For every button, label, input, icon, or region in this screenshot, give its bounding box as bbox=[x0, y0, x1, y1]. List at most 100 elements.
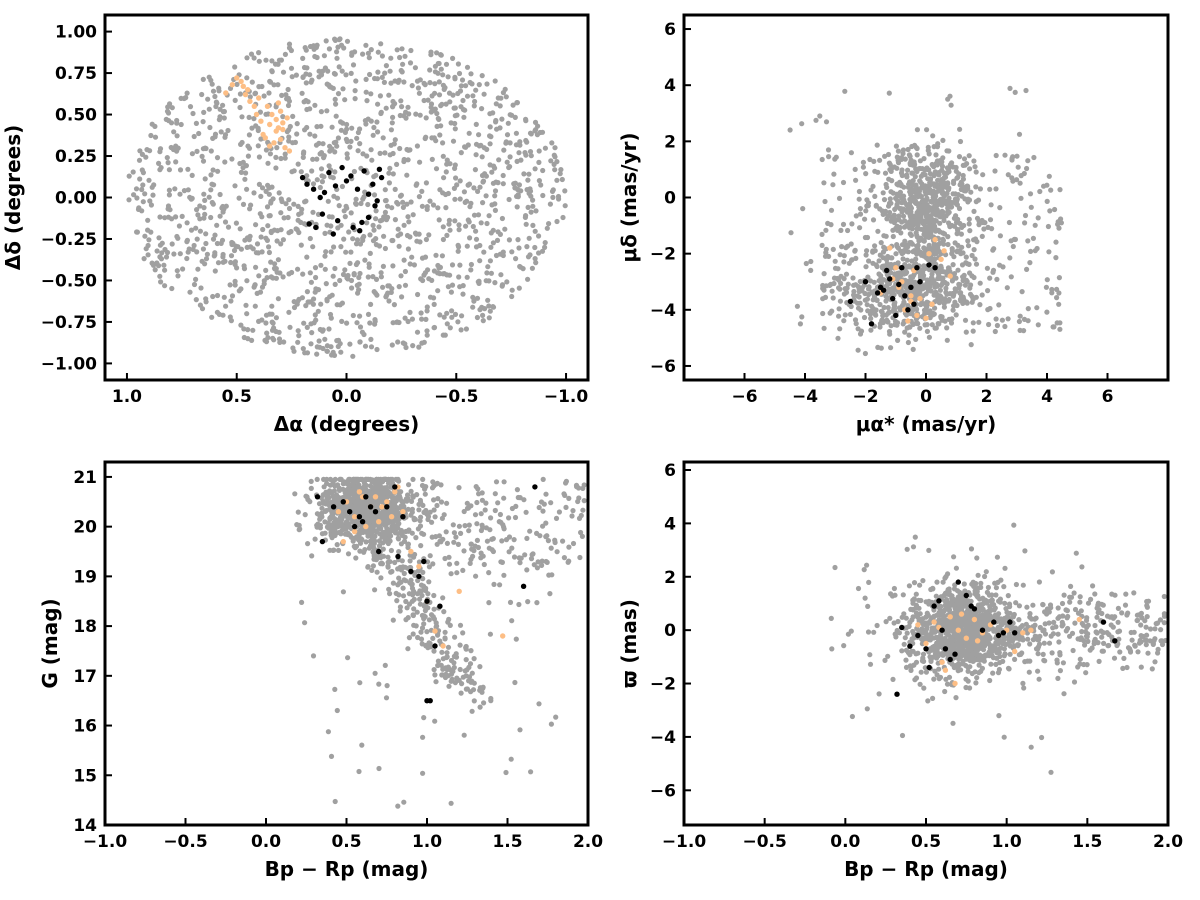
field-star-point bbox=[310, 209, 316, 215]
field-star-point bbox=[383, 105, 389, 111]
y-tick-label: 0 bbox=[664, 189, 676, 209]
field-star-point bbox=[370, 132, 376, 138]
field-star-point bbox=[273, 154, 279, 160]
field-star-point bbox=[943, 213, 949, 219]
field-star-point bbox=[395, 226, 401, 232]
field-star-point bbox=[147, 198, 153, 204]
field-star-point bbox=[443, 205, 449, 211]
field-star-point bbox=[971, 208, 977, 214]
field-star-point bbox=[788, 230, 794, 236]
field-star-point bbox=[368, 147, 374, 153]
field-star-point bbox=[193, 297, 199, 303]
field-star-point bbox=[216, 85, 222, 91]
field-star-point bbox=[395, 512, 401, 519]
y-tick-label: −4 bbox=[650, 301, 676, 321]
x-tick-label: −0.5 bbox=[434, 387, 478, 407]
field-star-point bbox=[353, 261, 359, 268]
field-star-point bbox=[318, 301, 324, 307]
field-star-point bbox=[891, 585, 898, 592]
field-star-point bbox=[243, 170, 249, 176]
field-star-point bbox=[927, 177, 933, 183]
field-star-point bbox=[357, 270, 363, 277]
field-star-point bbox=[399, 294, 405, 300]
field-star-point bbox=[950, 307, 956, 313]
field-star-point bbox=[353, 196, 359, 202]
field-star-point bbox=[866, 258, 872, 264]
field-star-point bbox=[900, 213, 907, 219]
field-star-point bbox=[286, 134, 292, 140]
field-star-point bbox=[512, 679, 518, 686]
orange-member-point bbox=[275, 100, 282, 106]
field-star-point bbox=[501, 495, 507, 501]
field-star-point bbox=[209, 199, 215, 206]
field-star-point bbox=[243, 302, 249, 308]
y-tick-label: 21 bbox=[73, 468, 97, 488]
field-star-point bbox=[193, 225, 199, 231]
field-star-point bbox=[553, 515, 560, 522]
field-star-point bbox=[431, 497, 437, 503]
field-star-point bbox=[966, 153, 972, 159]
field-star-point bbox=[819, 242, 825, 248]
field-star-point bbox=[389, 205, 395, 211]
field-star-point bbox=[368, 301, 374, 307]
field-star-point bbox=[322, 336, 328, 342]
y-tick-label: 4 bbox=[664, 76, 676, 96]
field-star-point bbox=[472, 98, 478, 105]
field-star-point bbox=[950, 293, 956, 299]
field-star-point bbox=[332, 265, 338, 272]
field-star-point bbox=[512, 514, 519, 521]
field-star-point bbox=[858, 328, 865, 334]
field-star-point bbox=[364, 220, 370, 226]
field-star-point bbox=[1002, 323, 1008, 330]
field-star-point bbox=[919, 166, 925, 172]
field-star-point bbox=[490, 227, 496, 233]
field-star-point bbox=[417, 601, 423, 607]
field-star-point bbox=[993, 152, 999, 159]
field-star-point bbox=[1013, 581, 1020, 588]
field-star-point bbox=[304, 106, 310, 113]
field-star-point bbox=[414, 591, 421, 597]
field-star-point bbox=[207, 124, 213, 131]
field-star-point bbox=[480, 179, 486, 185]
field-star-point bbox=[162, 246, 168, 253]
x-tick-label: 0.5 bbox=[331, 832, 361, 852]
field-star-point bbox=[241, 334, 247, 341]
field-star-point bbox=[1009, 155, 1015, 161]
y-tick-label: 0.75 bbox=[55, 64, 97, 84]
field-star-point bbox=[580, 507, 586, 513]
field-star-point bbox=[821, 325, 827, 331]
field-star-point bbox=[179, 213, 185, 219]
orange-member-point bbox=[400, 509, 406, 515]
black-member-point bbox=[862, 279, 869, 285]
field-star-point bbox=[955, 267, 961, 273]
field-star-point bbox=[409, 506, 415, 512]
field-star-point bbox=[361, 549, 367, 555]
field-star-point bbox=[890, 190, 896, 196]
field-star-point bbox=[905, 303, 911, 309]
field-star-point bbox=[904, 257, 910, 263]
field-star-point bbox=[468, 261, 474, 268]
field-star-point bbox=[298, 210, 304, 216]
field-star-point bbox=[276, 190, 282, 196]
orange-member-point bbox=[923, 315, 929, 321]
field-star-point bbox=[395, 803, 401, 809]
field-star-point bbox=[921, 221, 927, 227]
field-star-point bbox=[1045, 223, 1051, 230]
field-star-point bbox=[832, 156, 838, 162]
field-star-point bbox=[131, 192, 137, 198]
field-star-point bbox=[924, 165, 930, 171]
field-star-point bbox=[870, 248, 876, 254]
field-star-point bbox=[140, 182, 146, 188]
field-star-point bbox=[487, 631, 493, 637]
field-star-point bbox=[536, 178, 543, 184]
field-star-point bbox=[199, 258, 205, 264]
field-star-point bbox=[190, 246, 196, 252]
field-star-point bbox=[1023, 87, 1029, 94]
field-star-point bbox=[956, 205, 963, 212]
field-star-point bbox=[200, 119, 206, 125]
field-star-point bbox=[503, 140, 509, 146]
field-star-point bbox=[340, 589, 346, 595]
field-star-point bbox=[461, 732, 467, 738]
field-star-point bbox=[857, 278, 863, 285]
field-star-point bbox=[302, 45, 308, 51]
